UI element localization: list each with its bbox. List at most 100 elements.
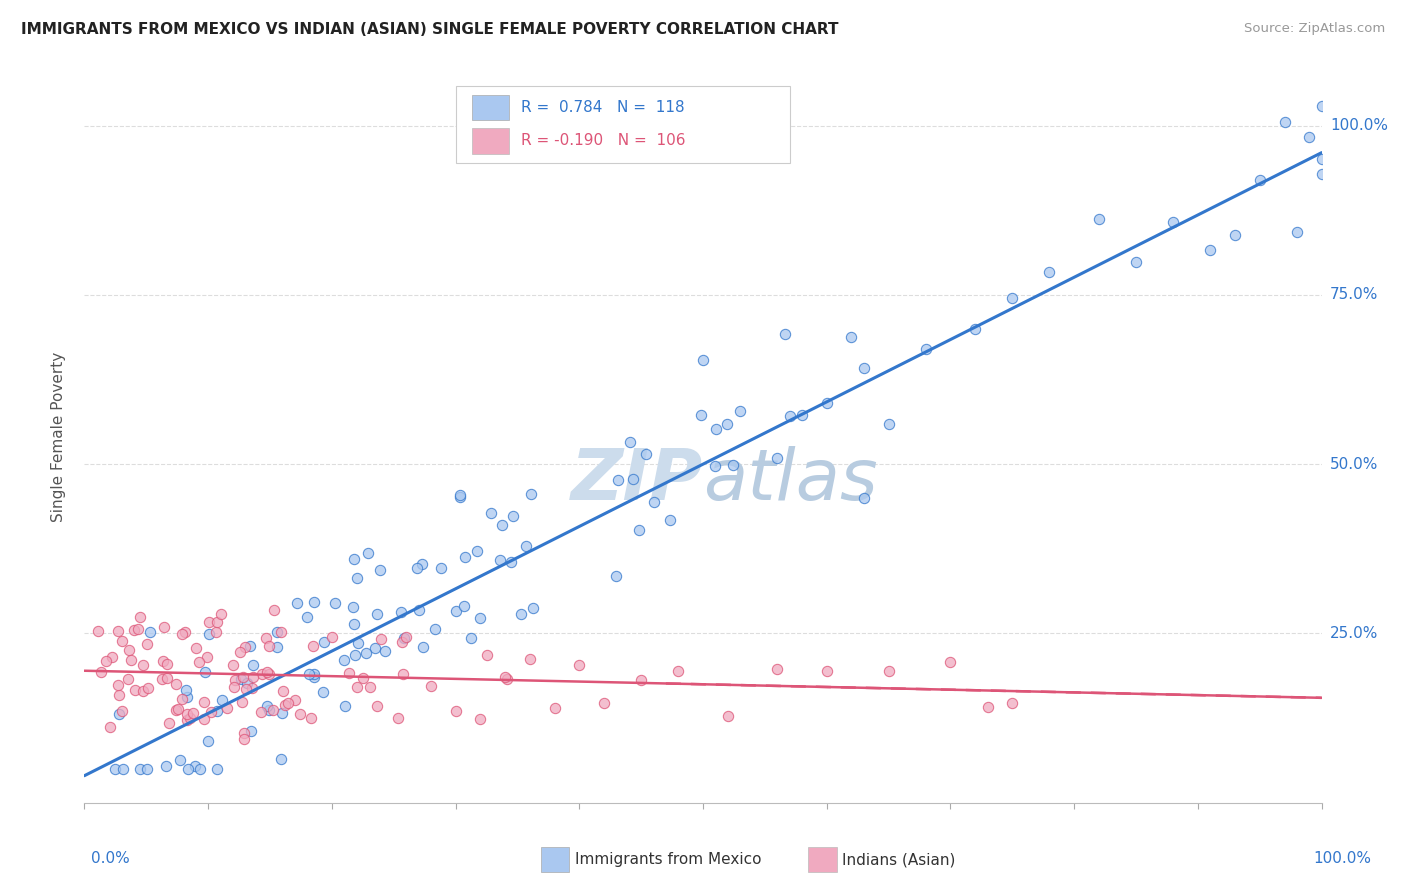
Point xyxy=(479,506,502,520)
Point xyxy=(460,631,482,645)
Point xyxy=(188,655,211,669)
Point xyxy=(240,681,263,695)
Point xyxy=(453,549,475,564)
Point xyxy=(239,639,262,653)
Point xyxy=(236,676,259,690)
Point xyxy=(304,670,326,684)
Text: 75.0%: 75.0% xyxy=(1330,287,1378,302)
Point xyxy=(242,657,264,672)
Point xyxy=(107,624,129,638)
Point xyxy=(659,513,682,527)
Point xyxy=(519,487,541,501)
Point xyxy=(156,671,179,685)
Point xyxy=(183,706,205,720)
Point xyxy=(314,634,336,648)
Text: Immigrants from Mexico: Immigrants from Mexico xyxy=(575,853,762,867)
Point xyxy=(139,624,162,639)
Text: 25.0%: 25.0% xyxy=(1330,626,1378,641)
Point xyxy=(240,723,263,738)
Point xyxy=(627,523,650,537)
Point xyxy=(256,665,278,679)
Point xyxy=(419,679,441,693)
Point xyxy=(152,654,174,668)
Point xyxy=(444,604,467,618)
Point xyxy=(444,704,467,718)
Point xyxy=(256,699,278,714)
Point xyxy=(259,639,281,653)
Point xyxy=(174,683,197,698)
Point xyxy=(98,720,121,734)
Point xyxy=(1274,115,1296,129)
Point xyxy=(717,709,740,723)
Point xyxy=(387,710,409,724)
Point xyxy=(515,539,537,553)
Point xyxy=(779,409,801,423)
Point xyxy=(165,677,187,691)
Point xyxy=(449,490,471,504)
Point xyxy=(467,544,489,558)
Point xyxy=(790,409,813,423)
Point xyxy=(257,666,280,681)
Point xyxy=(1310,168,1333,182)
Point xyxy=(366,607,388,621)
Point xyxy=(391,635,413,649)
FancyBboxPatch shape xyxy=(471,128,509,154)
Point xyxy=(406,561,429,575)
Point xyxy=(630,673,652,688)
Point xyxy=(357,546,380,560)
Text: IMMIGRANTS FROM MEXICO VS INDIAN (ASIAN) SINGLE FEMALE POVERTY CORRELATION CHART: IMMIGRANTS FROM MEXICO VS INDIAN (ASIAN)… xyxy=(21,22,838,37)
Point xyxy=(233,731,256,746)
Point xyxy=(1298,129,1320,144)
Point xyxy=(333,653,356,667)
Point xyxy=(170,692,193,706)
Point xyxy=(198,615,221,630)
Point xyxy=(174,624,197,639)
Point xyxy=(211,693,233,707)
Point xyxy=(132,684,155,698)
Point xyxy=(231,672,253,686)
Point xyxy=(87,624,110,638)
Point xyxy=(155,759,177,773)
Point xyxy=(257,703,280,717)
Point xyxy=(186,641,208,656)
Point xyxy=(152,620,174,634)
Point xyxy=(1001,291,1024,305)
Point xyxy=(100,650,122,665)
Text: 100.0%: 100.0% xyxy=(1330,118,1388,133)
Point xyxy=(167,701,190,715)
Point xyxy=(150,673,173,687)
Point xyxy=(606,473,628,487)
Point xyxy=(129,610,152,624)
Point xyxy=(593,696,616,710)
Text: 50.0%: 50.0% xyxy=(1330,457,1378,472)
Point xyxy=(1285,226,1308,240)
Point xyxy=(124,682,146,697)
Point xyxy=(193,696,215,710)
Point xyxy=(692,353,714,368)
Point xyxy=(195,649,218,664)
Point xyxy=(136,637,159,651)
Point xyxy=(138,681,160,695)
Point xyxy=(815,664,838,678)
Point xyxy=(766,661,789,675)
Point xyxy=(621,472,644,486)
Point xyxy=(177,762,200,776)
Point xyxy=(502,508,524,523)
Point xyxy=(111,762,134,776)
Point xyxy=(1223,227,1246,242)
Point xyxy=(1310,152,1333,166)
Point xyxy=(489,553,512,567)
Point xyxy=(392,631,415,645)
Point xyxy=(266,640,288,654)
Point xyxy=(232,670,254,684)
Point xyxy=(773,326,796,341)
Point xyxy=(107,688,129,702)
Point xyxy=(224,680,246,694)
Point xyxy=(176,690,198,705)
Point xyxy=(366,698,388,713)
Point xyxy=(392,667,415,681)
Point xyxy=(634,447,657,461)
Point xyxy=(198,626,221,640)
Point xyxy=(1125,255,1147,269)
FancyBboxPatch shape xyxy=(471,95,509,120)
